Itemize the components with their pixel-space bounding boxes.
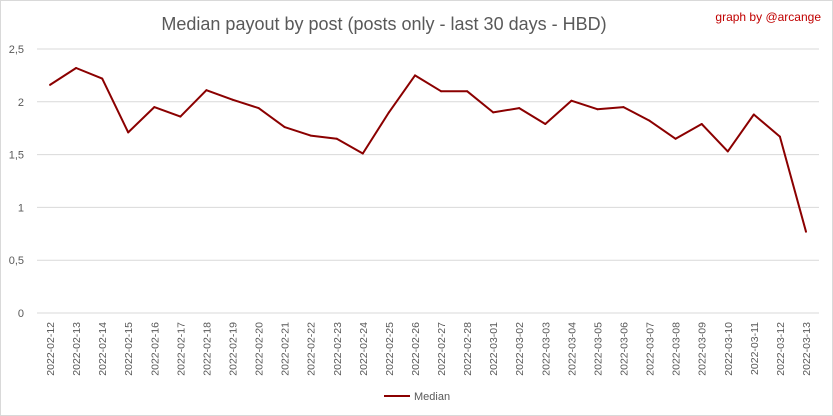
x-tick-label: 2022-02-14: [97, 322, 109, 376]
x-tick-label: 2022-03-08: [671, 322, 683, 376]
data-point: [544, 122, 547, 125]
x-tick-label: 2022-02-16: [149, 322, 161, 376]
data-point: [75, 67, 78, 70]
data-point: [361, 152, 364, 155]
series-lines: [49, 67, 807, 233]
x-tick-label: 2022-03-12: [775, 322, 787, 376]
series-line-median: [49, 67, 807, 232]
data-point: [622, 106, 625, 109]
data-point: [752, 113, 755, 116]
x-tick-label: 2022-02-26: [410, 322, 422, 376]
x-tick-label: 2022-02-17: [175, 322, 187, 376]
data-point: [466, 90, 469, 93]
data-point: [726, 150, 729, 153]
x-tick-label: 2022-03-10: [723, 322, 735, 376]
data-point: [570, 99, 573, 102]
x-tick-label: 2022-02-20: [254, 322, 266, 376]
x-tick-label: 2022-02-28: [462, 322, 474, 376]
data-point: [413, 74, 416, 77]
x-tick-label: 2022-02-12: [45, 322, 57, 376]
gridlines: [37, 48, 819, 314]
x-tick-label: 2022-02-18: [201, 322, 213, 376]
data-point: [492, 111, 495, 114]
data-point: [335, 137, 338, 140]
data-point: [257, 107, 260, 110]
chart-credit: graph by @arcange: [715, 10, 821, 24]
data-point: [518, 107, 521, 110]
x-tick-label: 2022-02-27: [436, 322, 448, 376]
x-tick-label: 2022-03-05: [592, 322, 604, 376]
x-tick-label: 2022-02-15: [123, 322, 135, 376]
data-point: [700, 122, 703, 125]
data-point: [127, 131, 130, 134]
y-tick-label: 1: [18, 202, 24, 214]
x-tick-label: 2022-03-13: [801, 322, 813, 376]
x-tick-label: 2022-02-19: [228, 322, 240, 376]
x-tick-label: 2022-02-22: [306, 322, 318, 376]
data-point: [674, 137, 677, 140]
data-point: [309, 134, 312, 137]
y-tick-label: 1,5: [9, 150, 24, 162]
x-tick-label: 2022-03-06: [619, 322, 631, 376]
chart-title: Median payout by post (posts only - last…: [161, 14, 606, 34]
x-tick-label: 2022-03-04: [566, 322, 578, 376]
x-tick-label: 2022-03-03: [540, 322, 552, 376]
y-tick-label: 2: [18, 97, 24, 109]
data-point: [778, 135, 781, 138]
data-point: [387, 111, 390, 114]
data-point: [231, 98, 234, 101]
legend-label-median: Median: [414, 391, 450, 403]
x-tick-label: 2022-03-11: [749, 322, 761, 375]
data-point: [648, 119, 651, 122]
data-point: [283, 126, 286, 129]
y-axis-ticks: 0 0,5 1 1,5 2 2,5: [9, 44, 24, 320]
data-point: [49, 83, 52, 86]
y-tick-label: 0,5: [9, 255, 24, 267]
x-axis-ticks: 2022-02-12 2022-02-13 2022-02-14 2022-02-15…: [45, 322, 813, 376]
x-tick-label: 2022-03-02: [514, 322, 526, 376]
data-point: [804, 230, 807, 233]
data-point: [179, 115, 182, 118]
x-tick-label: 2022-02-24: [358, 322, 370, 376]
x-tick-label: 2022-02-13: [71, 322, 83, 376]
x-tick-label: 2022-03-01: [488, 322, 500, 376]
x-tick-label: 2022-02-23: [332, 322, 344, 376]
data-point: [440, 90, 443, 93]
x-tick-label: 2022-02-25: [384, 322, 396, 376]
y-tick-label: 2,5: [9, 44, 24, 56]
x-tick-label: 2022-03-09: [697, 322, 709, 376]
data-point: [596, 108, 599, 111]
data-point: [153, 106, 156, 109]
x-tick-label: 2022-03-07: [645, 322, 657, 376]
x-tick-label: 2022-02-21: [280, 322, 292, 376]
y-tick-label: 0: [18, 308, 24, 320]
data-point: [205, 89, 208, 92]
data-point: [101, 77, 104, 80]
legend: Median: [384, 391, 450, 403]
